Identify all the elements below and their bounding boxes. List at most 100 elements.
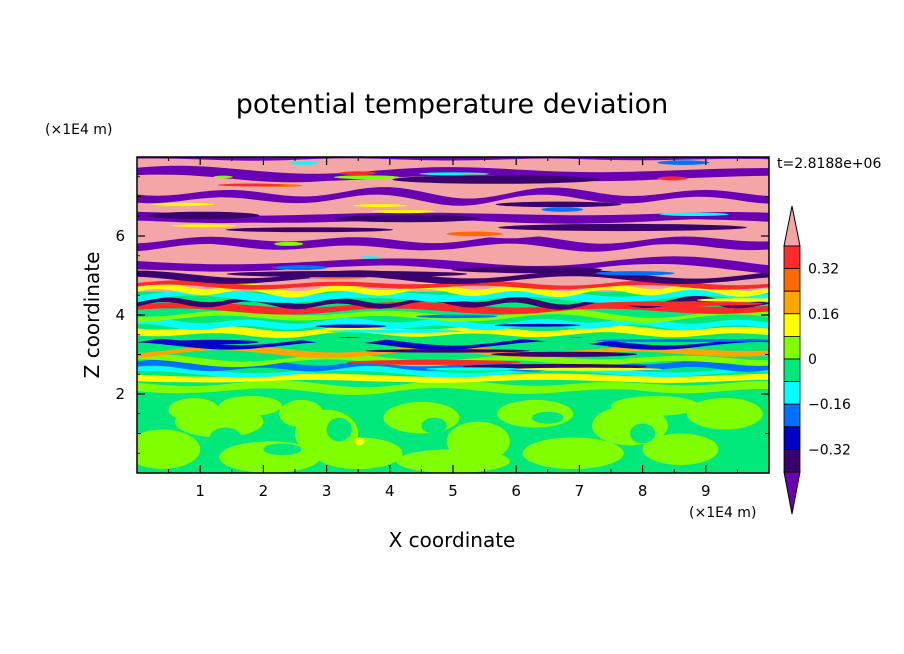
contour-fringe xyxy=(213,175,233,179)
contour-band xyxy=(137,280,769,290)
contour-streak xyxy=(696,298,769,302)
colorbar-label: 0.32 xyxy=(808,262,839,278)
contour-fringe xyxy=(541,207,584,212)
y-tick-label: 2 xyxy=(115,385,125,403)
contour-blob xyxy=(279,399,324,428)
contour-streak xyxy=(325,329,463,333)
contour-fringe xyxy=(151,202,214,206)
contour-fringe xyxy=(288,161,319,165)
contour-fringe xyxy=(217,183,285,187)
contour-streak xyxy=(226,270,468,278)
contour-streak xyxy=(494,323,581,327)
colorbar-segment xyxy=(783,426,801,450)
colorbar-label: −0.16 xyxy=(808,397,851,413)
contour-streak xyxy=(346,359,521,365)
contour-streak xyxy=(498,223,747,232)
colorbar-segment xyxy=(783,313,801,337)
contour-streak xyxy=(166,339,259,345)
contour-blob xyxy=(396,449,510,473)
contour-blob xyxy=(263,443,302,456)
contour-blob xyxy=(629,423,656,444)
contour-fringe xyxy=(371,209,435,214)
x-unit-label: (×1E4 m) xyxy=(689,505,756,521)
colorbar-label: 0.16 xyxy=(808,307,839,323)
colorbar-segment xyxy=(783,448,801,473)
colorbar: 0.32 0.16 0 −0.16 −0.32 xyxy=(783,205,851,515)
contour-streak xyxy=(592,301,764,307)
contour-blob xyxy=(532,411,564,424)
contour-fringe xyxy=(352,204,408,208)
colorbar-segment xyxy=(783,290,801,315)
colorbar-extend-bottom xyxy=(783,471,801,515)
contour-band xyxy=(137,317,769,331)
contour-blob xyxy=(326,417,352,442)
contour-band xyxy=(137,288,769,304)
y-unit-label: (×1E4 m) xyxy=(45,122,112,138)
contour-blob xyxy=(421,417,447,434)
colorbar-segment xyxy=(783,381,801,405)
contour-blob xyxy=(522,437,624,470)
contour-fringe xyxy=(594,271,675,276)
contour-fringe xyxy=(659,212,729,216)
colorbar-segment xyxy=(783,245,801,270)
contour-fringe xyxy=(358,256,381,259)
contour-streak xyxy=(426,367,519,371)
contour-band xyxy=(137,235,769,252)
contour-band xyxy=(137,380,769,395)
x-tick-label: 1 xyxy=(195,482,205,500)
contour-fringe xyxy=(274,241,304,246)
contour-fringe xyxy=(339,171,377,175)
contour-streak xyxy=(513,367,662,371)
contour-streak xyxy=(595,339,769,343)
x-tick-label: 7 xyxy=(575,482,585,500)
colorbar-segment xyxy=(783,403,801,428)
contour-streak xyxy=(451,266,603,273)
contour-streak xyxy=(392,175,601,184)
y-tick-label: 4 xyxy=(115,306,125,324)
x-tick-label: 4 xyxy=(385,482,395,500)
contour-fringe xyxy=(273,265,328,270)
colorbar-label: 0 xyxy=(808,352,817,368)
contour-band xyxy=(137,282,769,298)
contour-blob xyxy=(219,395,283,416)
contour-streak xyxy=(334,214,481,223)
contour-blob xyxy=(497,399,574,428)
y-axis-ticks: 2 4 6 xyxy=(115,176,769,454)
contour-band xyxy=(137,373,769,383)
colorbar-segment xyxy=(783,358,801,383)
x-tick-label: 2 xyxy=(259,482,269,500)
contour-streak xyxy=(416,314,498,319)
contour-fringe xyxy=(333,175,400,180)
contour-streak xyxy=(491,351,637,357)
contour-streak xyxy=(365,349,531,353)
y-axis-label: Z coordinate xyxy=(80,252,104,379)
contour-band xyxy=(137,187,769,206)
contour-blob xyxy=(137,429,201,470)
x-tick-label: 3 xyxy=(322,482,332,500)
chart-title: potential temperature deviation xyxy=(236,89,668,120)
colorbar-segment xyxy=(783,268,801,292)
x-axis-ticks: 1 2 3 4 5 6 7 8 9 xyxy=(168,157,738,500)
contour-field xyxy=(137,157,769,473)
contour-fringe xyxy=(171,224,237,228)
contour-blob xyxy=(354,437,365,446)
contour-band xyxy=(137,248,769,259)
contour-streak xyxy=(225,227,394,233)
contour-blob xyxy=(168,397,220,422)
contour-blob xyxy=(313,437,403,470)
contour-fringe xyxy=(657,176,688,181)
contour-band xyxy=(137,157,769,171)
x-tick-label: 5 xyxy=(448,482,458,500)
contour-streak xyxy=(495,201,622,208)
contour-blob xyxy=(383,401,460,434)
contour-blob xyxy=(209,427,242,448)
x-axis-label: X coordinate xyxy=(389,528,516,552)
x-tick-label: 9 xyxy=(701,482,711,500)
contour-band xyxy=(137,256,769,274)
contour-fringe xyxy=(657,160,710,165)
contour-band xyxy=(137,336,769,350)
x-tick-label: 6 xyxy=(511,482,521,500)
colorbar-extend-top xyxy=(783,205,801,247)
colorbar-label: −0.32 xyxy=(808,442,851,458)
colorbar-segment xyxy=(783,335,801,360)
